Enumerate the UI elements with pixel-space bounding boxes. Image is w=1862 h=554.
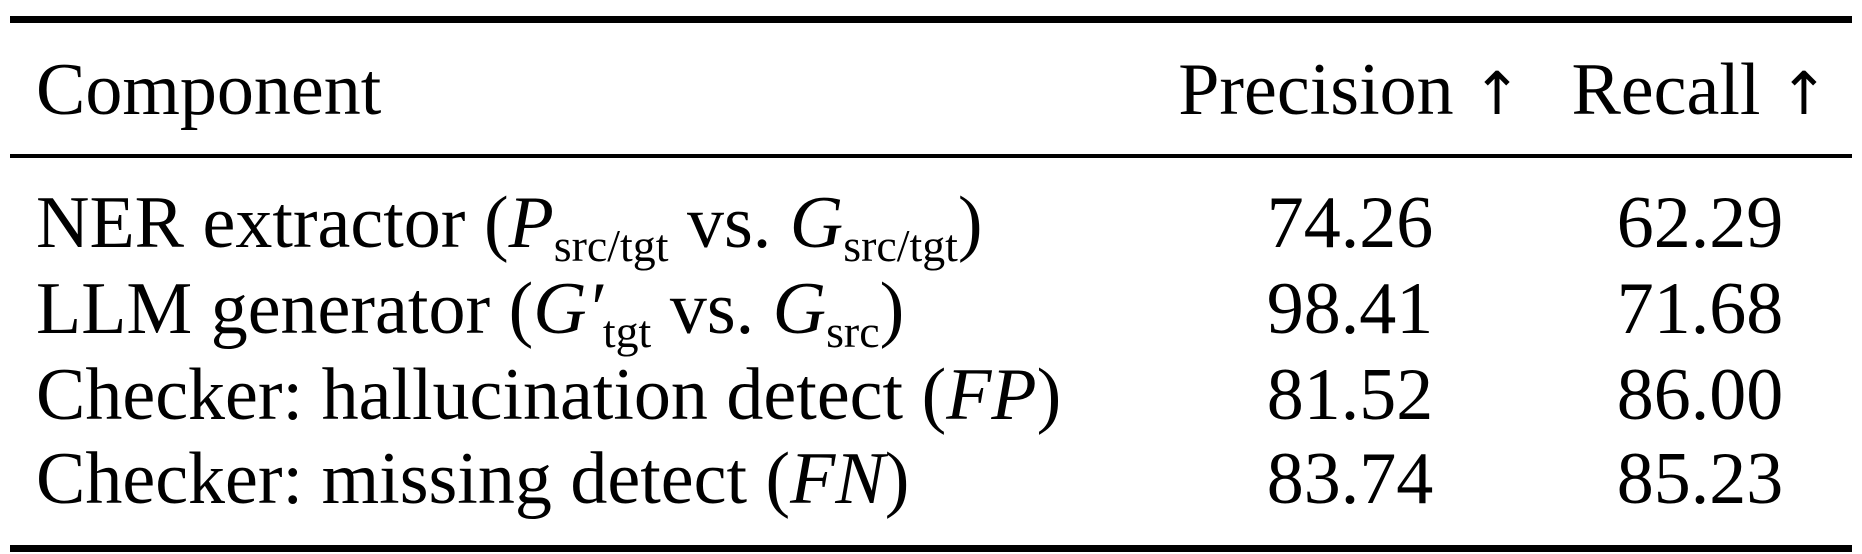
row-label: Checker: missing detect (FN) bbox=[36, 438, 910, 520]
header-component: Component bbox=[36, 49, 382, 131]
up-arrow-icon: ↑ bbox=[1778, 59, 1829, 128]
table-row: NER extractor (Psrc/tgt vs. Gsrc/tgt) 74… bbox=[0, 182, 1862, 271]
header-rule bbox=[10, 154, 1852, 158]
table-row: LLM generator (G′tgt vs. Gsrc) 98.41 71.… bbox=[0, 268, 1862, 357]
precision-value: 81.52 bbox=[1266, 354, 1434, 436]
precision-label: Precision bbox=[1178, 49, 1454, 131]
row-label: NER extractor (Psrc/tgt vs. Gsrc/tgt) bbox=[36, 182, 983, 271]
row-label: Checker: hallucination detect (FP) bbox=[36, 354, 1062, 436]
recall-value: 71.68 bbox=[1616, 268, 1784, 350]
row-label: LLM generator (G′tgt vs. Gsrc) bbox=[36, 268, 905, 357]
precision-value: 83.74 bbox=[1266, 438, 1434, 520]
up-arrow-icon: ↑ bbox=[1472, 59, 1522, 128]
top-rule bbox=[10, 16, 1852, 23]
header-row: Component Precision ↑ Recall ↑ bbox=[0, 50, 1862, 130]
header-precision: Precision ↑ bbox=[1140, 50, 1560, 134]
recall-value: 86.00 bbox=[1616, 354, 1784, 436]
recall-value: 85.23 bbox=[1616, 438, 1784, 520]
bottom-rule bbox=[10, 545, 1852, 552]
recall-value: 62.29 bbox=[1616, 182, 1784, 264]
table-row: Checker: hallucination detect (FP) 81.52… bbox=[0, 355, 1862, 435]
precision-value: 74.26 bbox=[1266, 182, 1434, 264]
precision-value: 98.41 bbox=[1266, 268, 1434, 350]
recall-label: Recall bbox=[1571, 49, 1761, 131]
header-recall: Recall ↑ bbox=[1565, 50, 1835, 134]
table-row: Checker: missing detect (FN) 83.74 85.23 bbox=[0, 439, 1862, 519]
